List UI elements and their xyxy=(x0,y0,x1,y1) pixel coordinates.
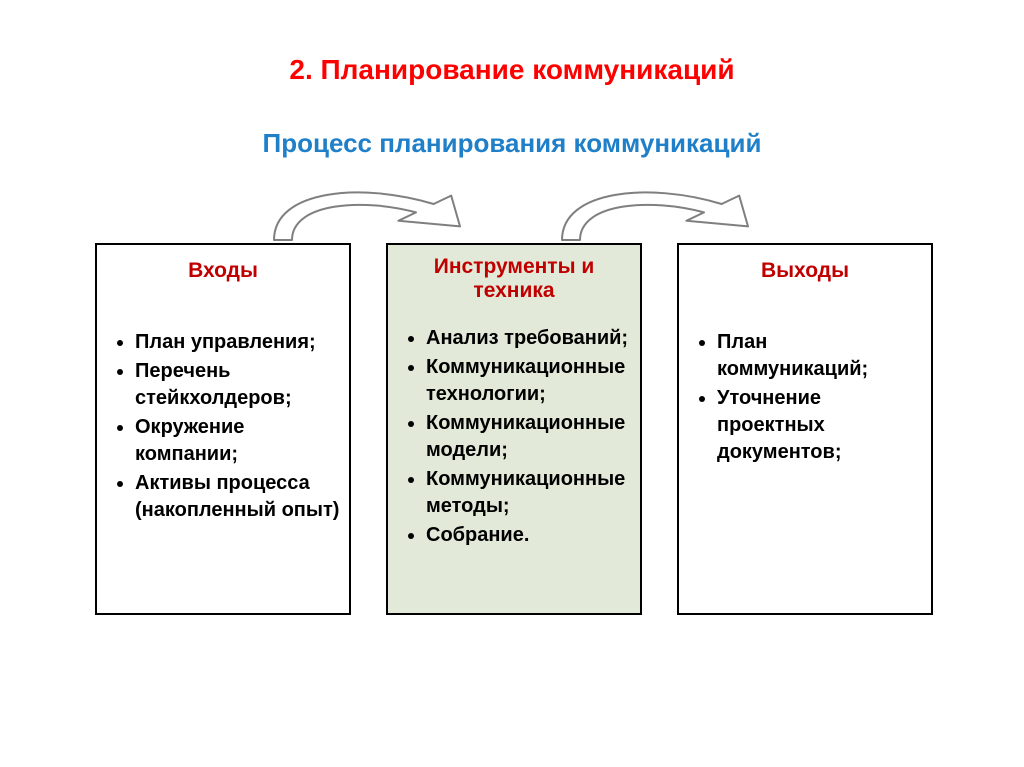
box-title-tools: Инструменты и техника xyxy=(396,255,632,303)
box-inputs: Входы План управления;Перечень стейкхолде… xyxy=(95,243,351,615)
box-list-inputs: План управления;Перечень стейкхолдеров;О… xyxy=(105,329,341,524)
list-item: Уточнение проектных документов; xyxy=(717,385,923,466)
list-item: Анализ требований; xyxy=(426,325,632,352)
box-outputs: Выходы План коммуникаций;Уточнение проект… xyxy=(677,243,933,615)
boxes-row: Входы План управления;Перечень стейкхолде… xyxy=(95,243,933,615)
box-title-outputs: Выходы xyxy=(687,255,923,283)
main-title: 2. Планирование коммуникаций xyxy=(0,54,1024,86)
list-item: Перечень стейкхолдеров; xyxy=(135,358,341,412)
sub-title: Процесс планирования коммуникаций xyxy=(0,128,1024,159)
list-item: Коммуникационные модели; xyxy=(426,410,632,464)
list-item: Активы процесса (накопленный опыт) xyxy=(135,470,341,524)
list-item: Собрание. xyxy=(426,522,632,549)
box-list-outputs: План коммуникаций;Уточнение проектных до… xyxy=(687,329,923,466)
box-list-tools: Анализ требований;Коммуникационные техно… xyxy=(396,325,632,549)
flow-arrow-1 xyxy=(262,176,482,246)
flow-arrow-2 xyxy=(550,176,770,246)
list-item: Коммуникационные методы; xyxy=(426,466,632,520)
list-item: План управления; xyxy=(135,329,341,356)
box-tools: Инструменты и техникаАнализ требований;К… xyxy=(386,243,642,615)
box-title-inputs: Входы xyxy=(105,255,341,283)
list-item: Коммуникационные технологии; xyxy=(426,354,632,408)
list-item: Окружение компании; xyxy=(135,414,341,468)
list-item: План коммуникаций; xyxy=(717,329,923,383)
